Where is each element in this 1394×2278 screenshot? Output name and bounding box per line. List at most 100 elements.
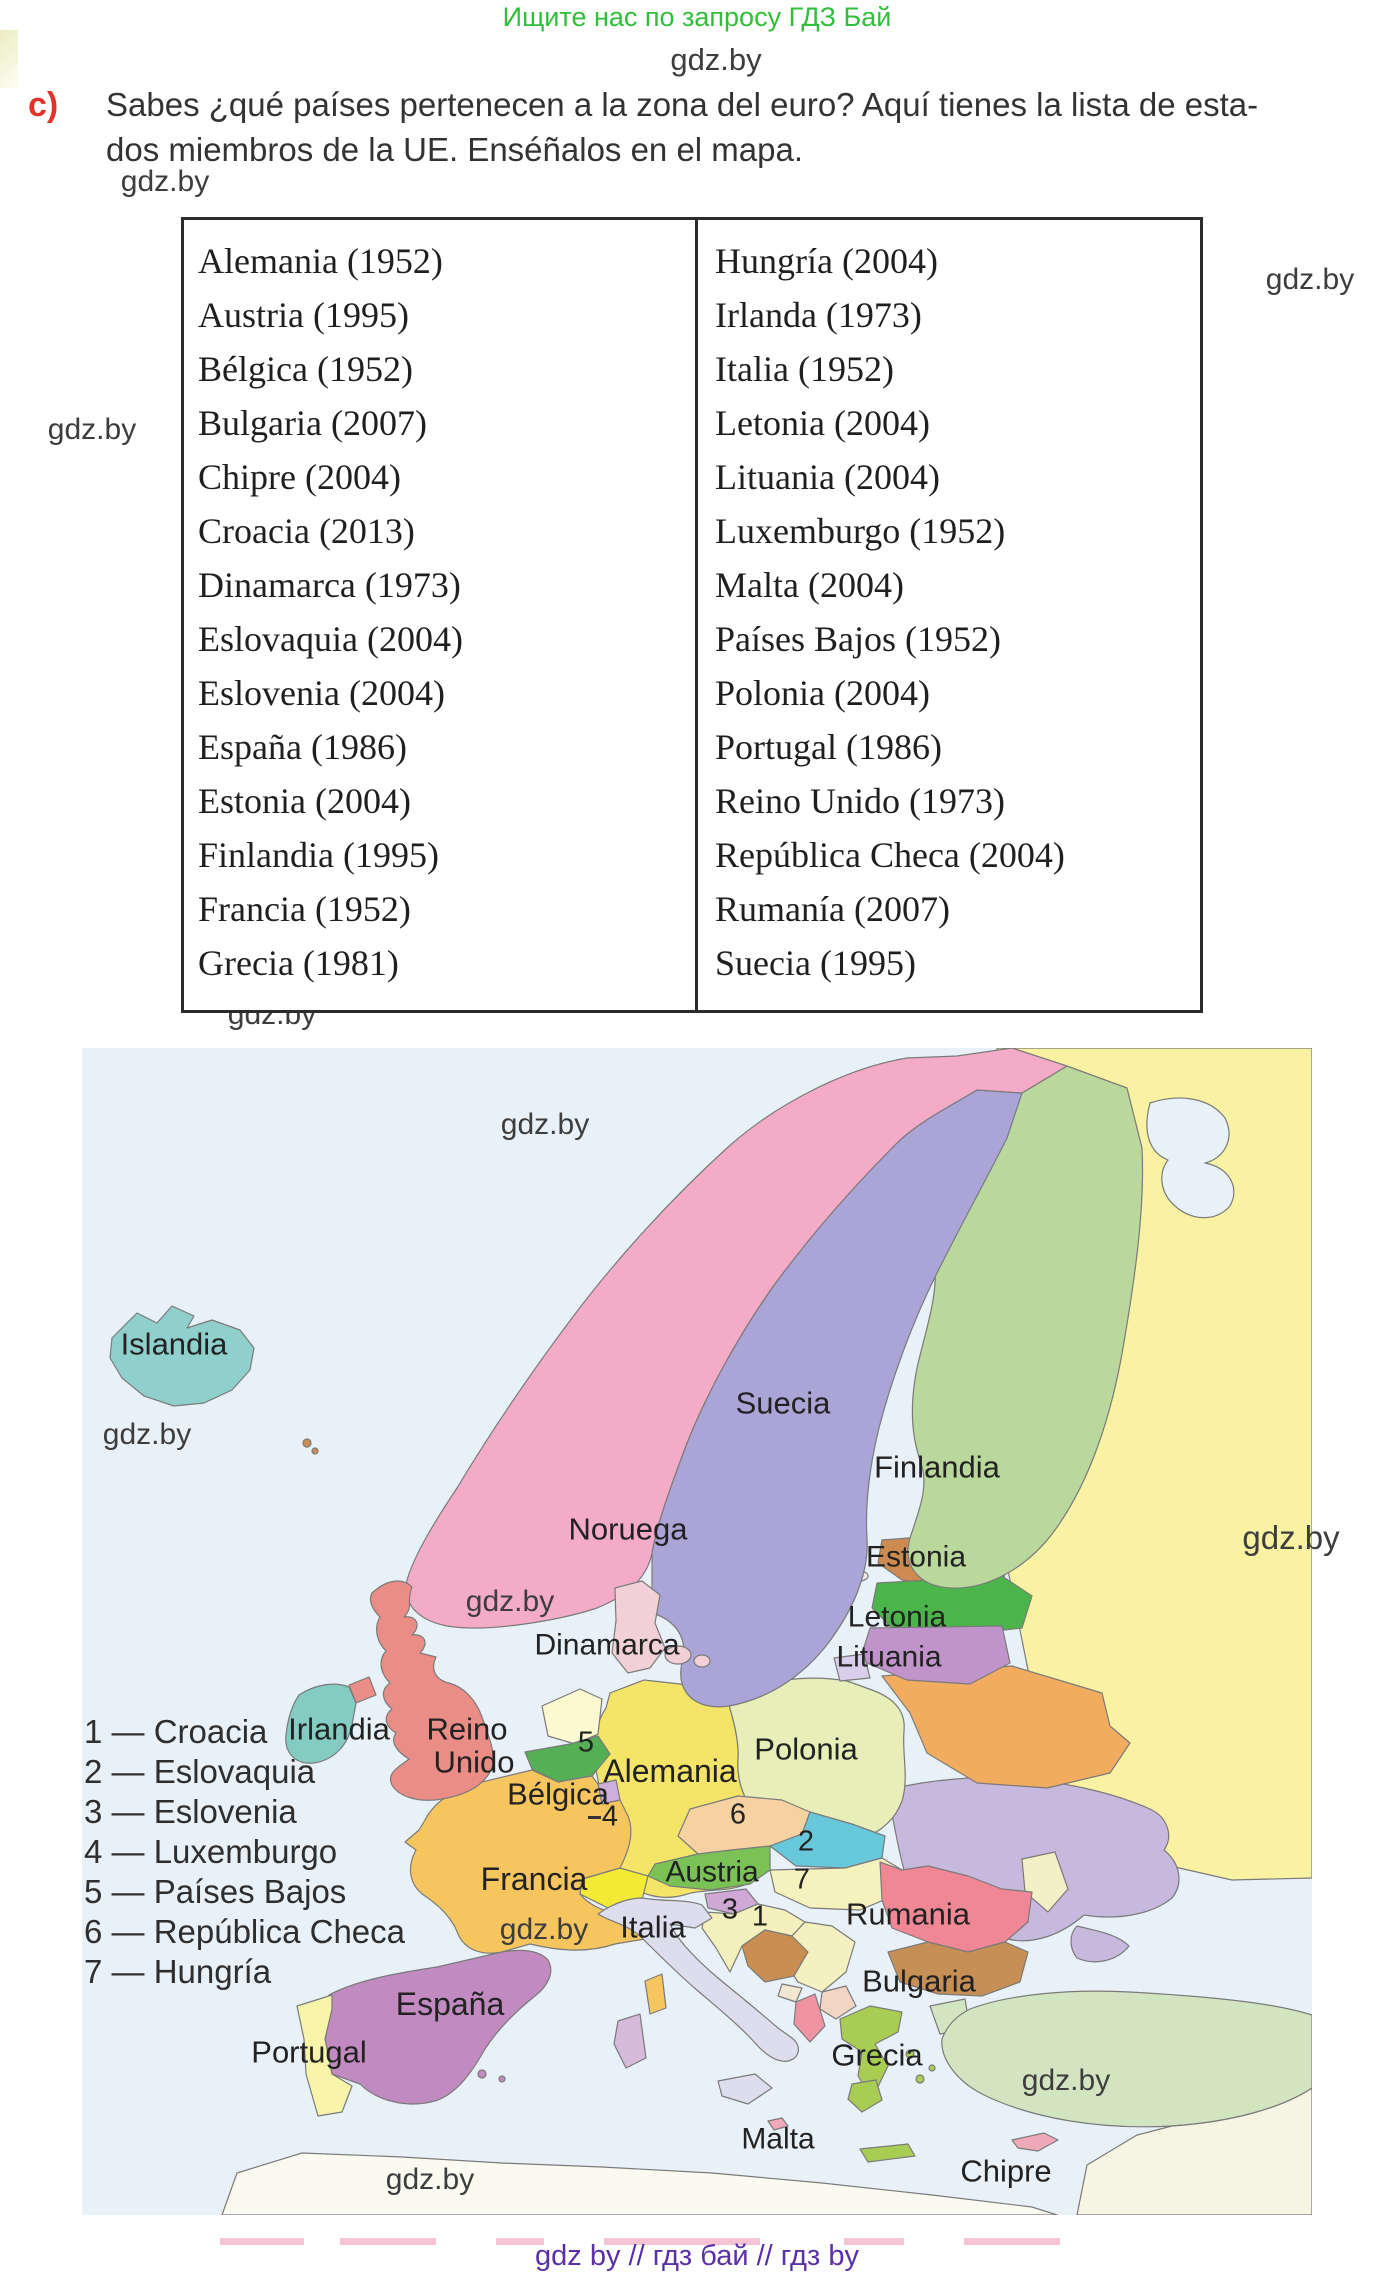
country-albania [793, 1993, 826, 2043]
island-sicily [717, 2073, 773, 2105]
map-label-reino: Reino [426, 1711, 508, 1747]
map-label-unido: Unido [433, 1744, 515, 1779]
island-malta [767, 2117, 789, 2131]
country-united-kingdom [369, 1580, 494, 1801]
country-denmark [611, 1580, 666, 1674]
scan-artifact [220, 2238, 304, 2245]
country-entry: Irlanda (1973) [715, 295, 922, 335]
map-label-noruega: Noruega [568, 1511, 688, 1547]
country-entry: Portugal (1986) [715, 727, 942, 767]
map-label-chipre: Chipre [960, 2153, 1052, 2189]
scan-corner-artifact [0, 30, 18, 88]
faroe-island [311, 1447, 319, 1455]
map-label-portugal: Portugal [251, 2034, 367, 2070]
map-label-malta: Malta [741, 2122, 815, 2156]
task-text-line2: dos miembros de la UE. Enséñalos en el m… [106, 131, 804, 168]
island-cyprus [1011, 2132, 1059, 2152]
greek-island [928, 2064, 936, 2072]
map-marker-6: 6 [729, 1798, 747, 1831]
scan-artifact [496, 2238, 544, 2245]
legend-item: 6 — República Checa [84, 1913, 406, 1950]
country-entry: Finlandia (1995) [198, 835, 439, 875]
map-label-lituania: Lituania [836, 1640, 942, 1674]
map-label-suecia: Suecia [735, 1385, 831, 1421]
scan-artifact [844, 2238, 904, 2245]
task-letter: c) [28, 86, 59, 124]
country-entry: Francia (1952) [198, 889, 411, 929]
gdz-watermark: gdz.by [1265, 263, 1355, 296]
country-entry: República Checa (2004) [715, 835, 1065, 875]
map-legend: 1 — Croacia 2 — Eslovaquia 3 — Eslovenia 4 … [84, 1712, 405, 1992]
greek-island [905, 2049, 915, 2059]
land-africa [221, 2152, 1058, 2215]
legend-item: 1 — Croacia [84, 1713, 268, 1750]
scan-artifact [604, 2238, 760, 2245]
country-greece [847, 2079, 883, 2113]
country-ireland [285, 1683, 357, 1764]
country-entry: Luxemburgo (1952) [715, 511, 1006, 551]
danish-island [693, 1654, 711, 1668]
country-italy [597, 1897, 799, 2062]
table-column-divider [695, 220, 698, 1010]
country-entry: Italia (1952) [715, 349, 894, 389]
faroe-island [302, 1438, 312, 1448]
map-label-francia: Francia [480, 1861, 588, 1898]
country-slovakia [769, 1811, 886, 1869]
country-entry: Alemania (1952) [198, 241, 443, 281]
country-entry: Reino Unido (1973) [715, 781, 1005, 821]
map-marker-1: 1 [751, 1900, 769, 1933]
europe-map-svg [82, 1048, 1312, 2215]
country-entry: Suecia (1995) [715, 943, 916, 983]
map-marker-5: 5 [577, 1726, 595, 1759]
white-sea [1146, 1097, 1235, 1219]
gdz-watermark: gdz.by [120, 165, 210, 198]
country-entry: Polonia (2004) [715, 673, 930, 713]
country-france [404, 1769, 646, 1954]
country-entry: Eslovaquia (2004) [198, 619, 463, 659]
map-label-dinamarca: Dinamarca [534, 1628, 680, 1662]
country-entry: Austria (1995) [198, 295, 409, 335]
country-iceland [109, 1305, 255, 1407]
country-netherlands [541, 1688, 603, 1745]
country-bulgaria [887, 1941, 1029, 1997]
scan-artifact [964, 2238, 1060, 2245]
country-entry: Malta (2004) [715, 565, 904, 605]
island-corsica [644, 1973, 667, 2015]
country-entry: Rumanía (2007) [715, 889, 950, 929]
balearic-island [477, 2069, 487, 2079]
map-label-alemania: Alemania [603, 1753, 737, 1790]
map-marker-2: 2 [797, 1825, 815, 1858]
map-label-belgica: Bélgica [507, 1776, 609, 1812]
gdz-watermark: gdz.by [465, 1585, 555, 1618]
country-austria [647, 1845, 771, 1891]
country-entry: Dinamarca (1973) [198, 565, 461, 605]
eu-members-table: Alemania (1952) Austria (1995) Bélgica (19… [181, 217, 1203, 1013]
country-serbia [791, 1921, 856, 1993]
map-label-espana: España [395, 1986, 505, 2023]
map-marker-3: 3 [721, 1893, 739, 1926]
gdz-watermark: gdz.by [500, 1108, 590, 1141]
map-label-estonia: Estonia [865, 1540, 967, 1574]
marker-4-leader-line [588, 1816, 601, 1819]
island-crete [859, 2143, 916, 2163]
map-label-bulgaria: Bulgaria [862, 1963, 976, 1999]
map-label-rumania: Rumania [845, 1896, 971, 1932]
country-entry: Lituania (2004) [715, 457, 940, 497]
region-kaliningrad [833, 1653, 871, 1682]
map-label-letonia: Letonia [847, 1600, 947, 1634]
country-ukraine [1070, 1925, 1130, 1963]
country-entry: Grecia (1981) [198, 943, 399, 983]
balearic-island [498, 2075, 506, 2083]
country-entry: Bélgica (1952) [198, 349, 413, 389]
gdz-watermark: gdz.by [499, 1913, 589, 1946]
country-entry: Países Bajos (1952) [715, 619, 1001, 659]
map-label-reino-unido: Reino Unido [420, 1713, 515, 1778]
country-belgium [524, 1735, 611, 1783]
country-belarus [881, 1665, 1131, 1789]
table-left-column: Alemania (1952) Austria (1995) Bélgica (19… [198, 234, 463, 990]
legend-item: 7 — Hungría [84, 1953, 272, 1990]
map-label-finlandia: Finlandia [874, 1449, 1000, 1485]
map-label-polonia: Polonia [754, 1731, 858, 1767]
map-label-irlandia: Irlandia [288, 1711, 390, 1747]
